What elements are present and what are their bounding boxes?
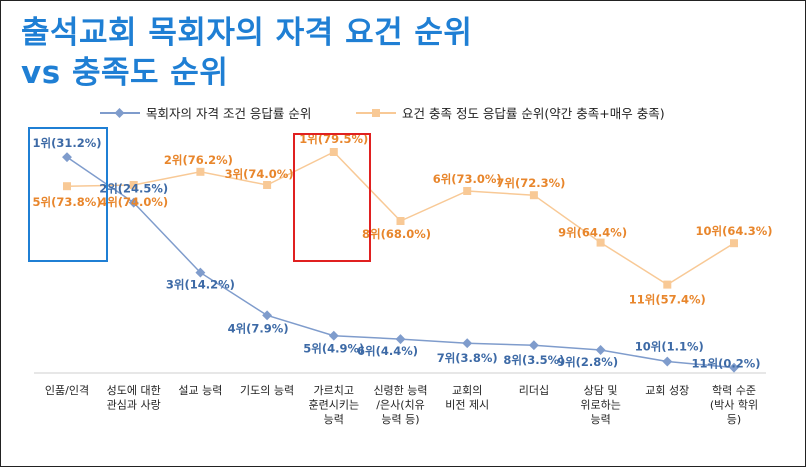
series-1-data-label: 2위(24.5%) [99,182,168,196]
series-2-point [663,280,672,289]
legend-marker-series-1 [114,108,125,118]
series-2-data-label: 2위(76.2%) [164,153,233,167]
series-1-point [462,338,473,349]
series-2-data-label: 9위(64.4%) [558,226,627,240]
series-2-data-label: 1위(79.5%) [299,132,368,146]
highlight-box [293,133,371,262]
x-tick-label: 교회의 [452,384,482,397]
series-2-point [463,187,472,195]
x-tick-label: 학력 수준 [712,384,756,397]
legend-label-series-1: 목회자의 자격 조건 응답률 순위 [146,106,311,121]
x-tick-label: 능력 등) [381,413,419,426]
series-1-point [662,356,673,367]
x-tick-label: 관심과 사랑 [107,399,161,412]
x-tick-label: 훈련시키는 [308,399,359,412]
x-tick-label: 가르치고 [314,384,354,397]
series-1-data-label: 8위(3.5%) [503,353,564,367]
legend-label-series-2: 요건 충족 정도 응답률 순위(약간 충족+매우 충족) [402,106,665,121]
series-2-point [529,191,538,200]
x-tick-label: 능력 [590,413,610,426]
x-tick-label: 기도의 능력 [240,384,294,397]
series-2-point [63,182,71,191]
series-2-point [596,238,605,247]
x-tick-label: 신령한 능력 [373,384,427,397]
x-tick-label: (박사 학위 [710,399,758,412]
series-1-data-label: 3위(14.2%) [166,278,235,292]
series-1-point [395,334,406,345]
series-1-point [528,340,539,351]
series-2-data-label: 4위(74.0%) [99,195,168,209]
x-tick-label: 능력 [324,413,344,426]
series-2-point [730,239,738,248]
series-1-data-label: 5위(4.9%) [303,342,364,356]
x-tick-label: 교회 성장 [645,384,689,397]
series-2-point [396,217,405,225]
series-1-point [328,330,339,341]
series-1-data-label: 11위(0.2%) [692,357,761,371]
series-1-data-label: 10위(1.1%) [635,340,704,354]
series-1-data-label: 7위(3.8%) [437,351,498,365]
slide-title-line-2: vs 충족도 순위 [21,55,229,91]
series-1-point [62,152,72,163]
series-2-data-label: 7위(72.3%) [496,176,565,190]
series-2-point [329,148,338,156]
series-2-point [196,167,205,176]
legend-marker-series-2 [372,109,380,117]
series-2-point [129,181,138,189]
x-tick-label: /은사(치유 [376,399,424,412]
series-1-point [262,310,273,321]
series-2-data-label: 8위(68.0%) [362,227,431,241]
series-2-data-label: 3위(74.0%) [225,167,294,181]
series-1-point [595,345,606,355]
series-2-data-label: 11위(57.4%) [629,293,706,307]
series-1-data-label: 1위(31.2%) [33,136,102,150]
series-2-data-label: 10위(64.3%) [696,224,773,238]
highlight-box [28,127,108,262]
series-2-point [263,181,272,189]
series-1-data-label: 9위(2.8%) [557,355,618,369]
series-1-point [729,362,739,373]
x-tick-label: 인품/인격 [45,384,89,397]
series-1-data-label: 4위(7.9%) [228,321,289,335]
x-tick-label: 성도에 대한 [107,384,161,397]
x-tick-label: 리더십 [519,384,549,397]
x-tick-label: 등) [727,413,741,426]
x-tick-label: 설교 능력 [178,384,222,397]
series-1-data-label: 6위(4.4%) [357,344,418,358]
x-tick-label: 위로하는 [580,398,620,412]
x-tick-label: 비전 제시 [445,399,489,412]
series-2-data-label: 5위(73.8%) [33,195,102,209]
series-1-point [128,197,139,208]
series-1-point [195,267,206,278]
series-2-data-label: 6위(73.0%) [433,172,502,186]
slide-title-line-1: 출석교회 목회자의 자격 요건 순위 [21,15,473,51]
x-tick-label: 상담 및 [584,384,618,397]
